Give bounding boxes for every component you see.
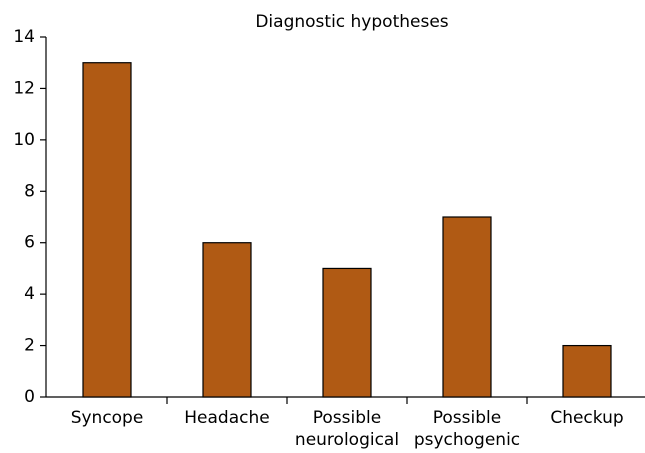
bar	[442, 216, 492, 398]
y-tick-label: 14	[13, 27, 35, 47]
y-tick-label: 12	[13, 78, 35, 98]
x-tick-label: Possible neurological	[295, 408, 399, 450]
chart-title: Diagnostic hypotheses	[255, 12, 448, 32]
bar	[82, 62, 132, 398]
x-tick-label: Syncope	[71, 408, 144, 428]
y-tick-label: 6	[24, 233, 35, 253]
x-tick-label: Possible psychogenic	[414, 408, 520, 450]
y-tick-label: 8	[24, 181, 35, 201]
y-tick-label: 0	[24, 387, 35, 407]
x-tick-label: Checkup	[550, 408, 623, 428]
y-tick-label: 2	[24, 336, 35, 356]
y-tick-label: 4	[24, 284, 35, 304]
bar	[322, 267, 372, 398]
bar	[202, 242, 252, 398]
x-tick-label: Headache	[184, 408, 269, 428]
bar	[562, 344, 612, 398]
y-tick-label: 10	[13, 130, 35, 150]
